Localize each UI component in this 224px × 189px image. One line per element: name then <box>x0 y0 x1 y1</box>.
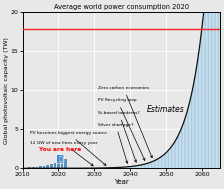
Title: Average world power consumption 2020: Average world power consumption 2020 <box>54 4 189 10</box>
Y-axis label: Global photovoltaic capacity (TW): Global photovoltaic capacity (TW) <box>4 37 9 144</box>
Bar <box>57 162 60 168</box>
Bar <box>28 167 31 168</box>
Text: 12 GW of new lines every year: 12 GW of new lines every year <box>30 141 97 166</box>
Text: Si-based tandems?: Si-based tandems? <box>98 111 140 162</box>
Text: Silver shortage?: Silver shortage? <box>98 122 134 163</box>
Bar <box>36 167 38 168</box>
Bar <box>50 164 53 168</box>
FancyBboxPatch shape <box>57 155 64 163</box>
Bar <box>46 165 49 168</box>
Bar <box>61 161 63 168</box>
Bar <box>43 166 45 168</box>
Text: You are here: You are here <box>39 147 81 152</box>
Text: ⛹: ⛹ <box>58 156 62 162</box>
Bar <box>64 159 67 168</box>
Text: PV Recycling loop: PV Recycling loop <box>98 98 145 160</box>
Text: PV becomes biggest energy source: PV becomes biggest energy source <box>30 131 107 166</box>
Text: Zero carbon economies: Zero carbon economies <box>98 86 152 158</box>
Bar <box>39 166 42 168</box>
Bar <box>32 167 35 168</box>
Text: Estimates: Estimates <box>147 105 185 114</box>
X-axis label: Year: Year <box>114 179 129 185</box>
Bar <box>54 163 56 168</box>
